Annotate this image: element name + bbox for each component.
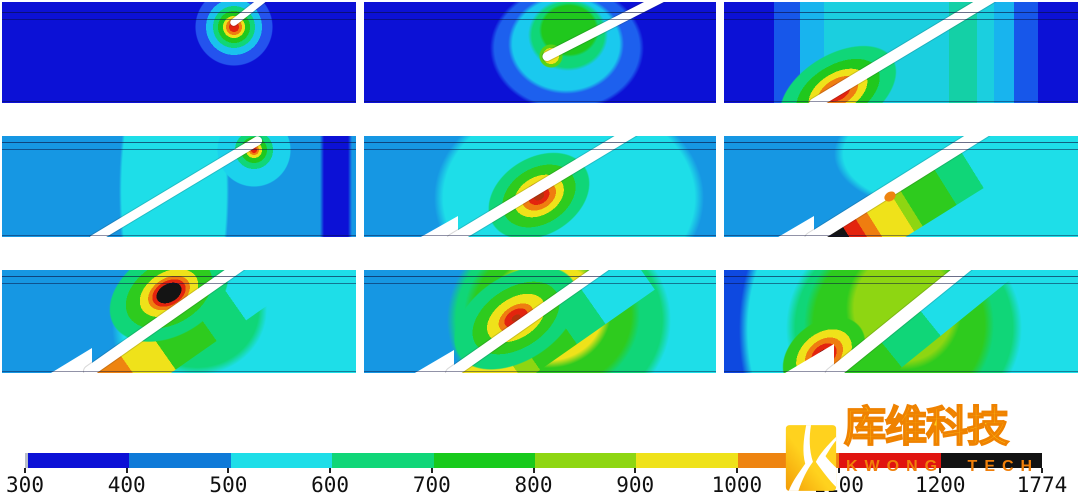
colorbar-segment — [28, 453, 130, 468]
bottom-edge-line — [724, 235, 1078, 236]
brand-logo-icon — [785, 425, 837, 491]
contour-panel-r1c3 — [724, 2, 1078, 103]
bottom-edge-line — [364, 101, 716, 102]
colorbar-tick — [24, 468, 26, 473]
contour-panel-r3c1 — [2, 270, 356, 373]
colorbar-label: 500 — [209, 473, 248, 496]
colorbar-segment — [940, 453, 1043, 468]
colorbar-label: 1000 — [711, 473, 763, 496]
panel-row-1 — [2, 2, 1078, 103]
bottom-edge-line — [364, 371, 716, 372]
colorbar-segment — [636, 453, 738, 468]
bottom-edge-line — [724, 371, 1078, 372]
colorbar-segment — [839, 453, 941, 468]
layer-interface-lines — [724, 276, 1078, 284]
colorbar-tick — [735, 468, 738, 473]
colorbar-labels: 300 400 500 600 700 800 900 1000 1100 1200 1774 — [6, 473, 1067, 496]
colorbar-segment — [230, 453, 333, 468]
layer-interface-lines — [2, 276, 356, 284]
layer-interface-lines — [724, 12, 1078, 20]
layer-interface-lines — [724, 142, 1078, 150]
colorbar-segment — [129, 453, 231, 468]
contour-panel-r2c1 — [2, 136, 356, 237]
layer-interface-lines — [364, 276, 716, 284]
colorbar-label: 400 — [107, 473, 146, 496]
contour-panel-r2c3 — [724, 136, 1078, 237]
colorbar-ticks — [24, 468, 1043, 473]
bottom-edge-line — [2, 235, 356, 236]
colorbar-tick — [329, 468, 332, 473]
layer-interface-lines — [2, 142, 356, 150]
contour-panel-r3c3 — [724, 270, 1078, 373]
colorbar-tick — [227, 468, 230, 473]
colorbar-tick — [125, 468, 128, 473]
bottom-edge-line — [2, 101, 356, 102]
bottom-edge-line — [364, 235, 716, 236]
colorbar-tick — [837, 468, 840, 473]
colorbar-label: 700 — [412, 473, 451, 496]
colorbar-label: 600 — [311, 473, 350, 496]
layer-interface-lines — [364, 142, 716, 150]
contour-panel-r1c1 — [2, 2, 356, 103]
colorbar-label: 300 — [6, 473, 44, 496]
layer-interface-lines — [364, 12, 716, 20]
contour-panel-r2c2 — [364, 136, 716, 237]
colorbar-tick — [1041, 468, 1043, 473]
colorbar-segment — [535, 453, 637, 468]
brand-watermark: 库维科技 KWONG TECH — [780, 398, 1072, 496]
layer-interface-lines — [2, 12, 356, 20]
bottom-edge-line — [724, 101, 1078, 102]
panel-row-3 — [2, 270, 1078, 373]
colorbar-label: 1774 — [1016, 473, 1068, 496]
brand-name-english: KWONG TECH — [846, 458, 1040, 475]
colorbar-tick — [939, 468, 942, 473]
colorbar-label: 1200 — [915, 473, 966, 496]
laser-track-band — [540, 2, 684, 63]
contour-panel-r1c2 — [364, 2, 716, 103]
colorbar-label: 900 — [616, 473, 655, 496]
bottom-edge-line — [2, 371, 356, 372]
colorbar-tick — [532, 468, 535, 473]
colorbar-tick — [634, 468, 637, 473]
panel-row-2 — [2, 136, 1078, 237]
brand-name-chinese: 库维科技 — [843, 403, 1010, 450]
contour-panel-r3c2 — [364, 270, 716, 373]
colorbar-label: 800 — [514, 473, 553, 496]
colorbar-segment — [332, 453, 434, 468]
colorbar-tick — [430, 468, 433, 473]
colorbar-segment — [433, 453, 536, 468]
